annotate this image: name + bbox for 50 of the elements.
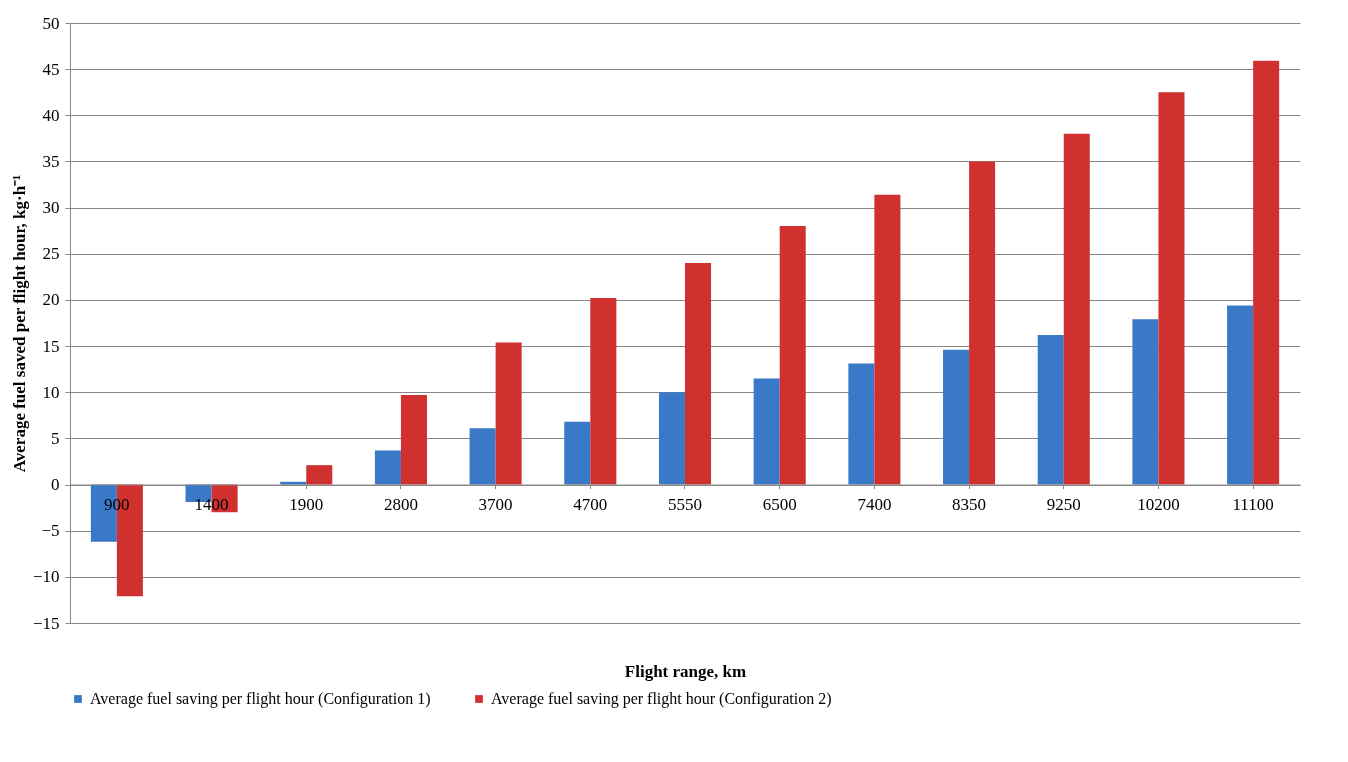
bar	[969, 161, 996, 485]
y-tick-label: 20	[42, 290, 60, 310]
x-tick-label: 5550	[668, 495, 702, 515]
y-tick-label: −10	[32, 567, 60, 587]
bar	[874, 194, 901, 485]
y-tick-label: 10	[42, 382, 60, 402]
x-axis-title: Flight range, km	[624, 661, 747, 681]
bar	[400, 395, 427, 485]
bar	[306, 465, 333, 485]
x-tick-label: 6500	[762, 495, 797, 515]
bar	[1132, 319, 1159, 485]
bar	[943, 349, 970, 485]
x-tick-label: 8350	[952, 495, 987, 515]
y-tick-label: 40	[42, 105, 60, 125]
x-tick-label: 4700	[573, 495, 608, 515]
bar	[848, 363, 875, 485]
bar	[1227, 305, 1254, 485]
x-tick-label: 7400	[857, 495, 892, 515]
bar	[685, 263, 712, 485]
y-tick-label: 50	[42, 13, 60, 33]
bar	[374, 450, 401, 485]
x-tick-label: 9250	[1046, 495, 1081, 515]
y-tick-label: 35	[42, 151, 60, 171]
bar	[779, 226, 806, 485]
bar	[1158, 92, 1185, 485]
x-tick-label: 11100	[1232, 495, 1274, 515]
y-axis-title: Average fuel saved per flight hour, kg·h⁻¹	[9, 174, 29, 473]
legend-label: Average fuel saving per flight hour (Configuration 1)	[90, 690, 431, 708]
y-tick-label: 45	[42, 59, 60, 79]
bar	[1253, 60, 1280, 485]
bar	[1063, 133, 1090, 485]
bar	[1037, 335, 1064, 485]
y-tick-label: −15	[32, 613, 60, 633]
bar	[469, 428, 496, 485]
bar	[564, 421, 591, 485]
x-tick-label: 1900	[289, 495, 324, 515]
y-tick-label: 25	[42, 244, 60, 264]
y-tick-label: 0	[51, 475, 60, 495]
y-tick-label: 15	[42, 336, 60, 356]
x-tick-label: 10200	[1137, 495, 1180, 515]
y-tick-label: 5	[51, 428, 60, 448]
bar	[753, 378, 780, 485]
y-tick-label: −5	[41, 521, 60, 541]
bar	[495, 342, 522, 485]
bar	[658, 392, 685, 485]
y-tick-label: 30	[42, 198, 60, 218]
bar	[590, 298, 617, 485]
x-tick-label: 2800	[383, 495, 418, 515]
x-tick-label: 3700	[478, 495, 513, 515]
legend-label: Average fuel saving per flight hour (Configuration 2)	[491, 690, 832, 708]
